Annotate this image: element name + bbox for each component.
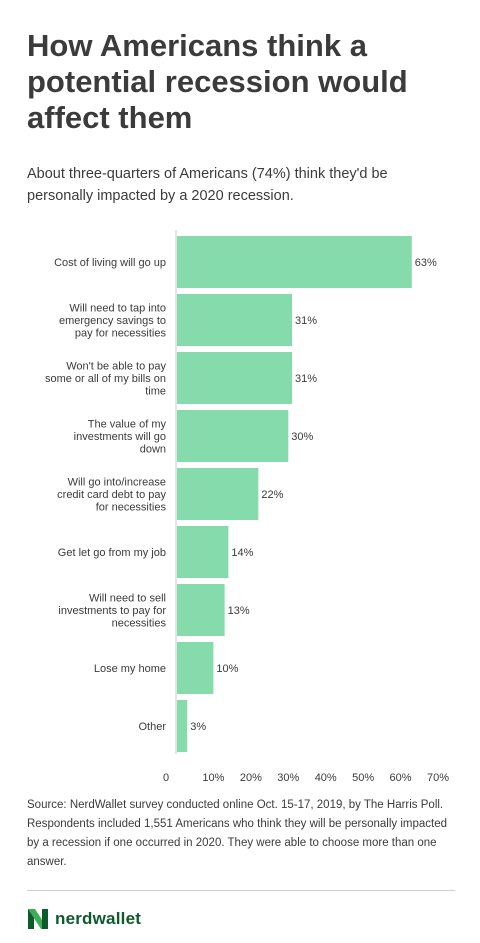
value-label: 30% [291, 431, 313, 443]
chart-subtitle: About three-quarters of Americans (74%) … [27, 166, 388, 204]
bar [177, 642, 214, 694]
chart-title: How Americans think a potential recessio… [27, 28, 408, 135]
bar-chart: 63% Cost of living will go up 31% Will need… [45, 230, 449, 784]
bar [177, 236, 412, 288]
category-label: for necessities [96, 502, 167, 514]
category-label: Lose my home [94, 663, 166, 675]
category-label: time [145, 386, 166, 398]
category-label: Will need to sell [89, 593, 166, 605]
x-tick-label: 10% [202, 772, 224, 784]
category-label: The value of my [88, 419, 167, 431]
footer-divider [27, 890, 455, 891]
value-label: 3% [190, 721, 206, 733]
category-label: down [140, 444, 166, 456]
value-label: 63% [415, 257, 437, 269]
category-label: investments to pay for [58, 605, 166, 617]
nerdwallet-logo-icon [28, 909, 48, 929]
category-label: some or all of my bills on [45, 373, 166, 385]
x-tick-label: 70% [427, 772, 449, 784]
category-label: Will go into/increase [68, 477, 166, 489]
bar [177, 526, 229, 578]
source-note: Source: NerdWallet survey conducted onli… [27, 799, 447, 868]
category-label: Won't be able to pay [66, 361, 166, 373]
category-label: Other [138, 721, 166, 733]
value-label: 14% [231, 547, 253, 559]
value-label: 31% [295, 315, 317, 327]
bar [177, 294, 293, 346]
category-label: Cost of living will go up [54, 257, 166, 269]
category-label: Will need to tap into [69, 303, 166, 315]
bar [177, 468, 259, 520]
bar [177, 352, 293, 404]
x-tick-label: 20% [240, 772, 262, 784]
value-label: 31% [295, 373, 317, 385]
bar [177, 410, 289, 462]
category-label: credit card debt to pay [57, 489, 166, 501]
category-label: investments will go [74, 431, 166, 443]
category-label: Get let go from my job [58, 547, 166, 559]
nerdwallet-wordmark: nerdwallet [55, 909, 142, 928]
value-label: 22% [261, 489, 283, 501]
bar [177, 584, 225, 636]
x-tick-label: 60% [390, 772, 412, 784]
value-label: 13% [228, 605, 250, 617]
value-label: 10% [216, 663, 238, 675]
category-label: emergency savings to [59, 315, 166, 327]
nerdwallet-logo[interactable]: nerdwallet [27, 907, 141, 931]
category-label: pay for necessities [75, 328, 167, 340]
bar [177, 700, 188, 752]
x-tick-label: 50% [352, 772, 374, 784]
x-tick-label: 0 [163, 772, 169, 784]
x-tick-label: 30% [277, 772, 299, 784]
x-tick-label: 40% [315, 772, 337, 784]
category-label: necessities [112, 618, 167, 630]
